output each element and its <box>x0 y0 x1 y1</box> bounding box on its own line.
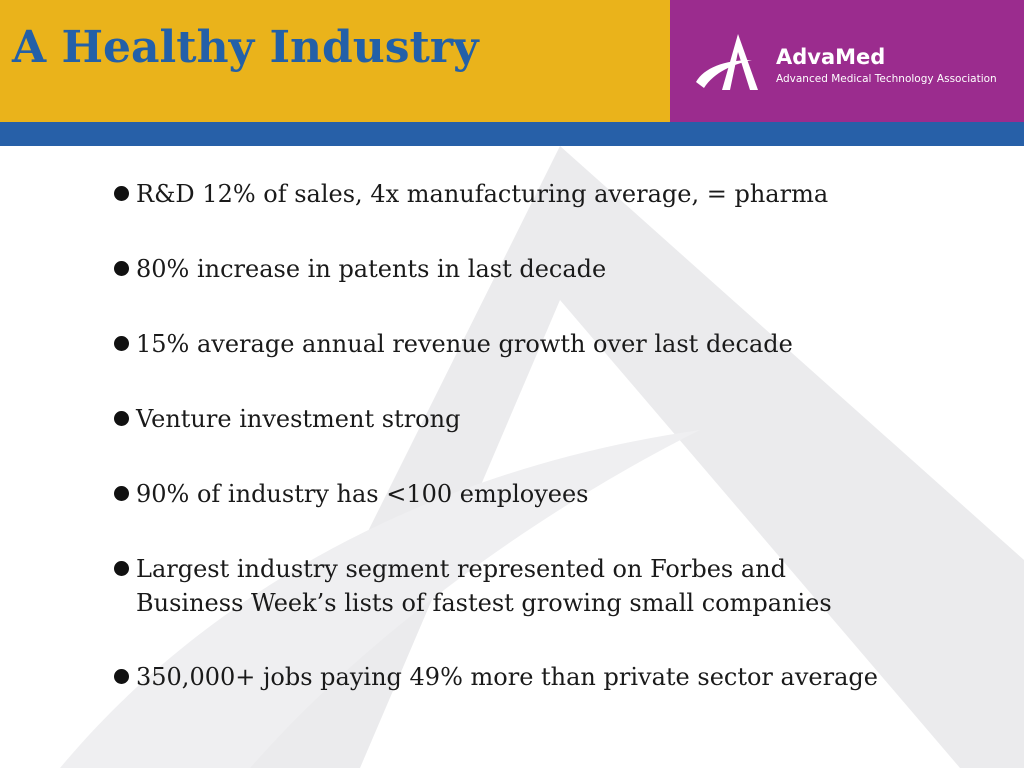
header-title-panel <box>0 0 670 122</box>
bullet-dot-icon <box>114 186 129 201</box>
header-band <box>0 122 1024 146</box>
bullet-dot-icon <box>114 561 129 576</box>
bullet-text: 90% of industry has <100 employees <box>136 480 589 508</box>
bullet-item: Venture investment strong <box>114 402 994 436</box>
bullet-text: 350,000+ jobs paying 49% more than priva… <box>136 663 878 691</box>
bullet-item: 15% average annual revenue growth over l… <box>114 327 994 361</box>
bullet-text: 80% increase in patents in last decade <box>136 255 607 283</box>
bullet-text: Largest industry segment represented on … <box>136 555 832 617</box>
advamed-a-swoosh-icon <box>696 34 758 90</box>
header-logo-panel <box>670 0 1024 122</box>
bullet-text: 15% average annual revenue growth over l… <box>136 330 793 358</box>
bullet-text: Venture investment strong <box>136 405 461 433</box>
bullet-item: 90% of industry has <100 employees <box>114 477 994 511</box>
bullet-item: 350,000+ jobs paying 49% more than priva… <box>114 660 994 694</box>
bullet-item: R&D 12% of sales, 4x manufacturing avera… <box>114 177 994 211</box>
logo-tagline: Advanced Medical Technology Association <box>776 73 997 85</box>
bullet-dot-icon <box>114 669 129 684</box>
bullet-item: Largest industry segment represented on … <box>114 552 994 620</box>
bullet-item: 80% increase in patents in last decade <box>114 252 994 286</box>
bullet-text: R&D 12% of sales, 4x manufacturing avera… <box>136 180 829 208</box>
advamed-logo: AdvaMed Advanced Medical Technology Asso… <box>690 30 1010 100</box>
bullet-dot-icon <box>114 486 129 501</box>
bullet-dot-icon <box>114 411 129 426</box>
logo-name: AdvaMed <box>776 45 886 69</box>
bullet-dot-icon <box>114 261 129 276</box>
slide-title: A Healthy Industry <box>12 22 479 73</box>
bullet-dot-icon <box>114 336 129 351</box>
